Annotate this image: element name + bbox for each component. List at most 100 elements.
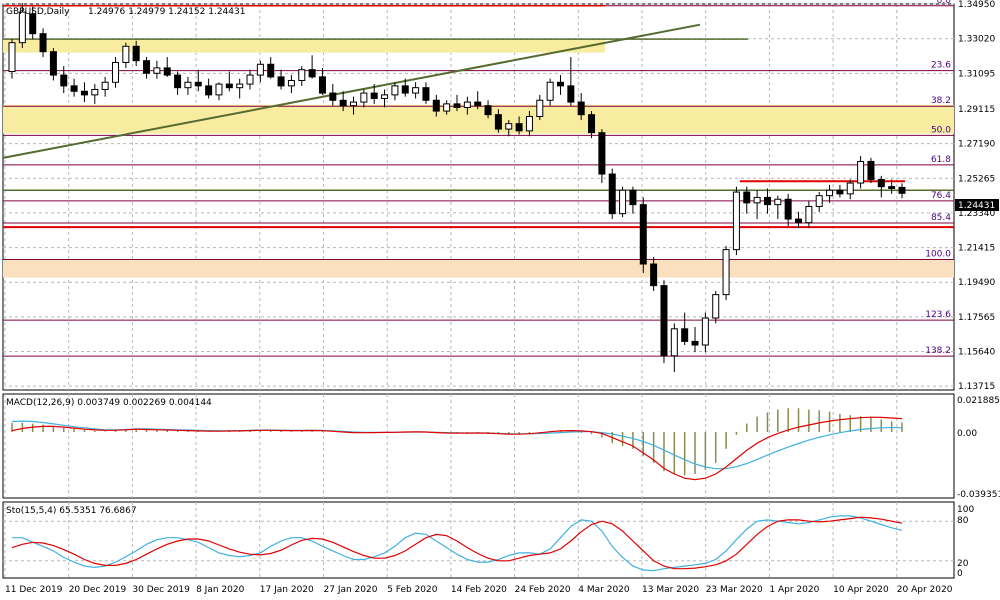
- macd-title: MACD(12,26,9) 0.003749 0.002269 0.004144: [6, 398, 212, 408]
- candle-body-6: [70, 85, 78, 92]
- date-tick-4: 17 Jan 2020: [260, 585, 314, 595]
- candle-body-50: [525, 115, 533, 132]
- candle-body-63: [660, 285, 668, 357]
- stoch-main-line: [12, 515, 903, 572]
- candle-body-23: [246, 74, 254, 85]
- price-tick-11: 1.13715: [958, 382, 995, 392]
- macd-tick-top: 0.021885: [957, 396, 1000, 406]
- candle-body-53: [556, 81, 564, 87]
- candle-body-83: [867, 160, 875, 180]
- candle-body-69: [722, 249, 730, 296]
- candle-body-41: [432, 99, 440, 112]
- macd-series: [11, 408, 903, 481]
- fib-label-1: 23.6: [931, 61, 951, 71]
- candle-body-47: [494, 114, 502, 130]
- candle-body-20: [215, 83, 223, 96]
- date-tick-0: 11 Dec 2019: [5, 585, 63, 595]
- stoch-tick-20: 20: [957, 559, 969, 569]
- fib-label-6: 85.4: [931, 213, 951, 223]
- candle-body-31: [329, 92, 337, 101]
- date-tick-1: 20 Dec 2019: [69, 585, 127, 595]
- stoch-signal-line: [11, 516, 903, 570]
- fib-label-3: 50.0: [931, 125, 951, 135]
- chart-header-symbol: GBPUSD,Daily: [6, 7, 70, 17]
- candle-body-34: [360, 92, 368, 103]
- candle-body-67: [701, 317, 709, 346]
- candle-body-42: [443, 103, 451, 112]
- candle-body-19: [205, 85, 213, 96]
- fib-label-0: 0.0: [937, 0, 952, 6]
- candle-body-0: [8, 42, 16, 72]
- candle-body-60: [629, 189, 637, 206]
- fib-label-8: 123.6: [925, 310, 951, 320]
- candle-body-4: [49, 51, 57, 76]
- candle-body-49: [515, 123, 523, 132]
- candle-body-65: [681, 328, 689, 342]
- candle-body-76: [795, 218, 803, 224]
- fibonacci-levels: 0.0 23.6 38.2 50.0 61.8 76.4 85.4 100.0 123.6 138…: [3, 0, 954, 357]
- date-tick-12: 1 Apr 2020: [769, 585, 819, 595]
- stoch-tick-100: 100: [957, 505, 974, 515]
- candle-body-12: [132, 45, 140, 62]
- grid-lines: [3, 3, 954, 578]
- candle-body-9: [101, 81, 109, 90]
- candle-body-40: [422, 87, 430, 101]
- date-tick-14: 20 Apr 2020: [897, 585, 953, 595]
- candle-body-15: [163, 67, 171, 76]
- candle-body-29: [308, 69, 316, 78]
- candle-body-32: [339, 99, 347, 107]
- candle-body-45: [474, 101, 482, 107]
- candle-body-71: [743, 191, 751, 204]
- candle-body-73: [763, 196, 771, 206]
- candle-body-66: [691, 340, 699, 346]
- candle-body-36: [381, 94, 389, 99]
- trendline: [2, 23, 701, 159]
- candle-body-64: [670, 328, 678, 357]
- candle-body-78: [815, 195, 823, 207]
- candle-body-17: [184, 81, 192, 89]
- stoch-title: Sto(15,5,4) 65.5351 76.6867: [6, 506, 137, 516]
- price-tick-5: 1.25265: [958, 174, 995, 184]
- zone-2: [3, 259, 954, 278]
- candle-body-68: [712, 294, 720, 319]
- date-tick-2: 30 Dec 2019: [132, 585, 190, 595]
- candle-body-51: [536, 99, 544, 117]
- candle-body-27: [287, 79, 295, 87]
- candle-body-70: [732, 191, 740, 251]
- candle-body-80: [836, 189, 844, 195]
- candle-body-74: [774, 198, 782, 206]
- candle-body-85: [888, 186, 896, 189]
- stochastic-series: [3, 515, 954, 572]
- fib-label-9: 138.2: [925, 346, 951, 356]
- zone-0: [3, 39, 605, 53]
- drawn-lines: [2, 5, 954, 229]
- highlight-zones: [3, 39, 954, 278]
- fib-label-5: 76.4: [931, 191, 951, 201]
- candle-body-48: [505, 123, 513, 130]
- candle-body-5: [60, 74, 68, 87]
- candle-body-3: [39, 33, 47, 53]
- date-axis: 11 Dec 2019 20 Dec 2019 30 Dec 2019 8 Jan 2…: [5, 585, 953, 595]
- candle-body-52: [546, 81, 554, 101]
- date-tick-9: 4 Mar 2020: [578, 585, 630, 595]
- candle-body-62: [650, 263, 658, 287]
- date-tick-11: 23 Mar 2020: [706, 585, 763, 595]
- date-tick-6: 5 Feb 2020: [387, 585, 438, 595]
- candle-body-72: [753, 196, 761, 204]
- candlesticks: [8, 3, 906, 373]
- candle-body-13: [143, 60, 151, 74]
- date-tick-5: 27 Jan 2020: [324, 585, 378, 595]
- macd-pane: [2, 393, 955, 499]
- candle-body-54: [567, 85, 575, 103]
- candle-body-30: [318, 76, 326, 94]
- price-tick-3: 1.29115: [958, 105, 995, 115]
- candle-body-77: [805, 205, 813, 224]
- candle-body-8: [91, 88, 99, 96]
- candle-body-25: [267, 63, 275, 78]
- date-tick-13: 10 Apr 2020: [833, 585, 889, 595]
- candle-body-22: [236, 83, 244, 89]
- price-axis: 1.34950 1.33020 1.31095 1.29115 1.27190 1.252…: [958, 0, 995, 392]
- stoch-tick-0: 0: [957, 569, 963, 579]
- price-tick-8: 1.19490: [958, 278, 995, 288]
